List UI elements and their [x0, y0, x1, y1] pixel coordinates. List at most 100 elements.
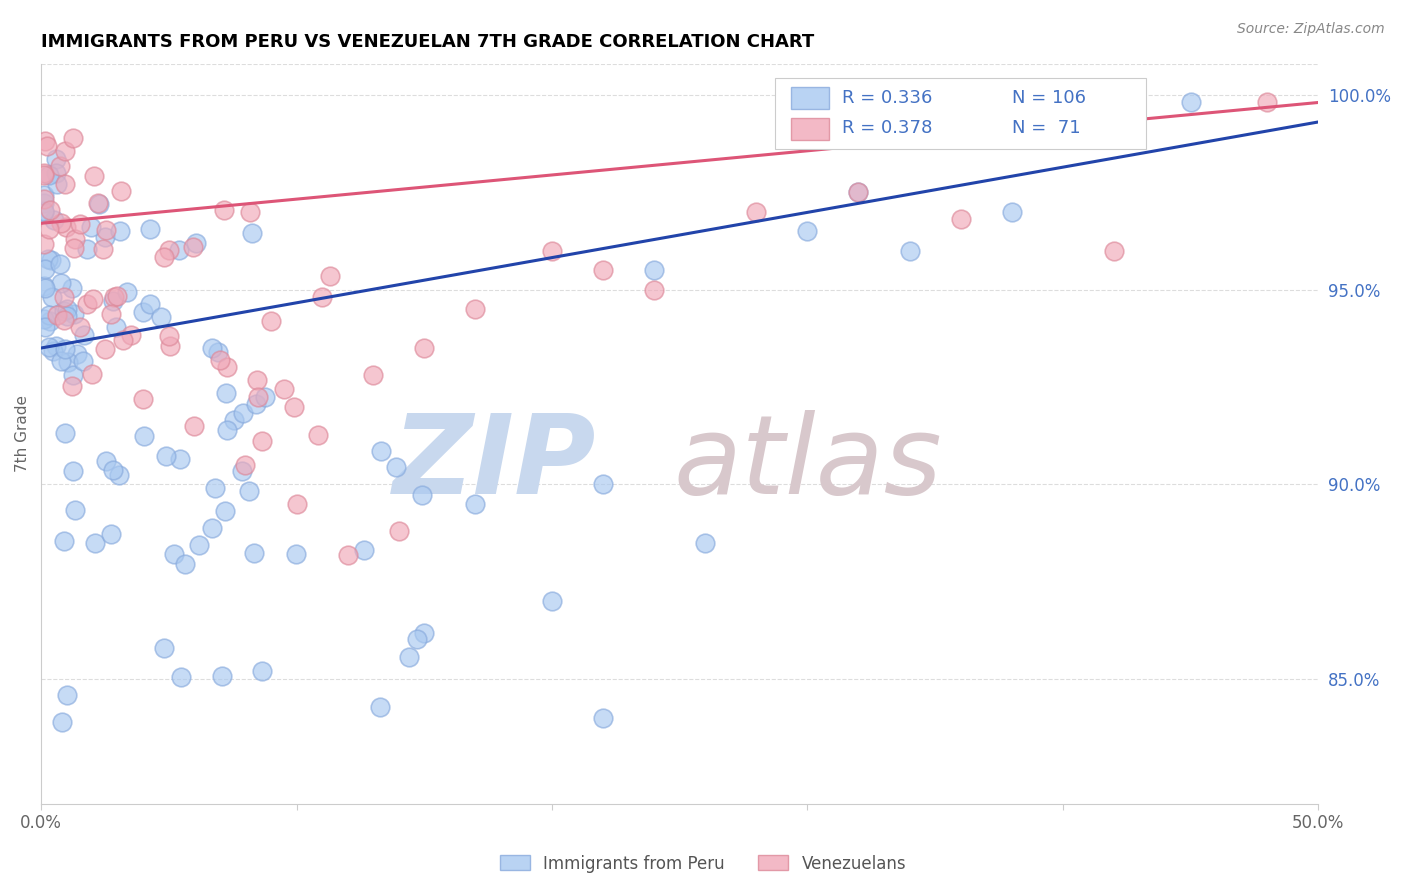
Point — [155, 449, 177, 463]
Text: R = 0.336: R = 0.336 — [842, 89, 932, 107]
Point — [848, 185, 870, 199]
Point — [132, 429, 155, 443]
Point — [41, 290, 63, 304]
Point — [207, 344, 229, 359]
Point — [60, 378, 83, 392]
Point — [45, 152, 67, 166]
Point — [238, 484, 260, 499]
Point — [53, 426, 76, 441]
Point — [62, 131, 84, 145]
Point — [48, 257, 70, 271]
Point — [949, 212, 972, 227]
Point — [60, 281, 83, 295]
Point — [250, 664, 273, 678]
Point — [94, 342, 117, 356]
Point — [34, 261, 56, 276]
Point — [695, 536, 717, 550]
Point — [592, 477, 614, 491]
Point — [353, 543, 375, 558]
Point — [592, 263, 614, 277]
FancyBboxPatch shape — [790, 118, 830, 140]
Point — [167, 243, 190, 257]
Point — [139, 297, 162, 311]
Point — [37, 252, 59, 267]
Point — [132, 305, 155, 319]
Point — [56, 355, 79, 369]
Point — [169, 670, 191, 684]
Point — [215, 386, 238, 401]
Point — [76, 243, 98, 257]
Point — [107, 289, 129, 303]
Point — [55, 220, 77, 235]
Point — [87, 196, 110, 211]
Point — [283, 401, 305, 415]
Text: N =  71: N = 71 — [1012, 119, 1080, 137]
Point — [848, 185, 870, 199]
Point — [32, 192, 55, 206]
Point — [370, 443, 392, 458]
Point — [34, 135, 56, 149]
Point — [96, 454, 118, 468]
Point — [204, 482, 226, 496]
Text: IMMIGRANTS FROM PERU VS VENEZUELAN 7TH GRADE CORRELATION CHART: IMMIGRANTS FROM PERU VS VENEZUELAN 7TH G… — [41, 33, 814, 51]
Point — [51, 216, 73, 230]
Point — [32, 311, 55, 326]
Point — [243, 546, 266, 560]
Point — [307, 428, 329, 442]
Point — [66, 347, 89, 361]
Point — [62, 241, 84, 255]
Point — [361, 368, 384, 383]
Point — [201, 521, 224, 535]
Text: atlas: atlas — [673, 409, 942, 516]
Point — [413, 341, 436, 355]
Point — [110, 184, 132, 198]
Point — [120, 328, 142, 343]
Point — [1256, 95, 1278, 110]
Text: R = 0.378: R = 0.378 — [842, 119, 932, 137]
Point — [412, 625, 434, 640]
Point — [385, 459, 408, 474]
Point — [51, 277, 73, 291]
Point — [183, 419, 205, 434]
Point — [159, 338, 181, 352]
Point — [73, 328, 96, 343]
Text: Source: ZipAtlas.com: Source: ZipAtlas.com — [1237, 22, 1385, 37]
Point — [39, 314, 62, 328]
Point — [63, 503, 86, 517]
Point — [100, 307, 122, 321]
Point — [45, 165, 67, 179]
Point — [91, 242, 114, 256]
Point — [46, 309, 69, 323]
Point — [72, 354, 94, 368]
Point — [250, 434, 273, 449]
Point — [247, 390, 270, 404]
Point — [245, 396, 267, 410]
Point — [174, 558, 197, 572]
Point — [41, 344, 63, 359]
Point — [186, 235, 208, 250]
Point — [32, 166, 55, 180]
Point — [898, 244, 921, 258]
Point — [405, 632, 427, 646]
Point — [32, 236, 55, 251]
FancyBboxPatch shape — [776, 78, 1146, 149]
Point — [285, 497, 308, 511]
Point — [103, 463, 125, 477]
Point — [240, 226, 263, 240]
Point — [55, 688, 77, 702]
Point — [592, 711, 614, 725]
Point — [82, 292, 104, 306]
Point — [157, 329, 180, 343]
Point — [231, 465, 253, 479]
Point — [215, 359, 238, 374]
Point — [32, 168, 55, 182]
Point — [69, 320, 91, 334]
Point — [411, 487, 433, 501]
Point — [169, 451, 191, 466]
Point — [38, 169, 60, 183]
Point — [214, 504, 236, 518]
Point — [32, 195, 55, 210]
Point — [138, 222, 160, 236]
Point — [32, 204, 55, 219]
Point — [181, 240, 204, 254]
